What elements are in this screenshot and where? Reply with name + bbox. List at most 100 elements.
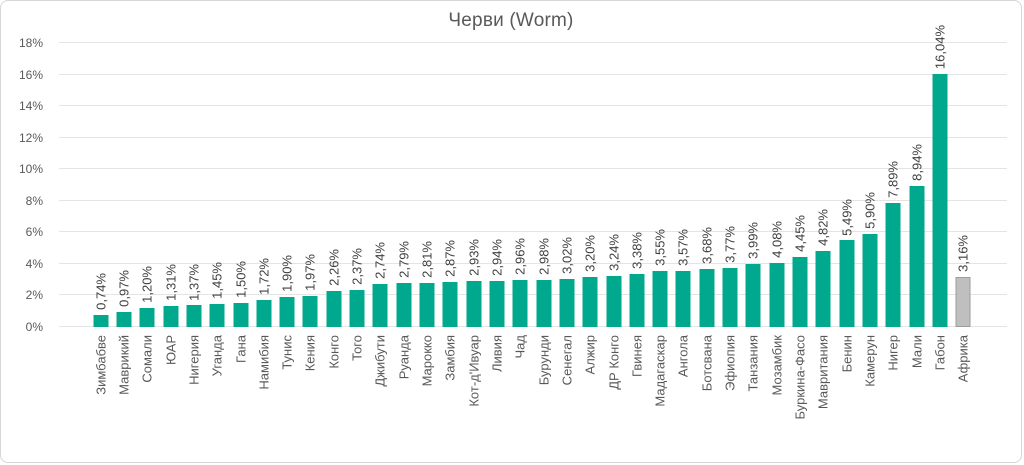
y-tick-label: 8% bbox=[25, 193, 43, 208]
bar bbox=[489, 280, 505, 327]
bar-value-label: 3,38% bbox=[629, 231, 645, 269]
bar bbox=[442, 281, 458, 327]
bar bbox=[815, 250, 831, 327]
bar-category-label: Руанда bbox=[396, 335, 412, 380]
gridline bbox=[59, 73, 1007, 75]
bar-category-label: Ангола bbox=[675, 335, 691, 378]
bar-value-label: 3,99% bbox=[745, 222, 761, 260]
bar-value-label: 3,77% bbox=[722, 225, 738, 263]
bar-category-label: Зимбабве bbox=[93, 335, 109, 395]
bar bbox=[396, 282, 412, 327]
bar bbox=[745, 264, 761, 327]
bar-category-label: Кот-д'Ивуар bbox=[466, 335, 482, 407]
bar-column: 3,02% Сенегал bbox=[555, 43, 578, 385]
bar-column: 2,98% Бурунди bbox=[532, 43, 555, 385]
bar-column: 1,90% Тунис bbox=[276, 43, 299, 370]
gridline bbox=[59, 262, 1007, 264]
bars: 0,74% Зимбабве 0,97% Маврикий 1,20% Сомали 1,3… bbox=[89, 25, 975, 420]
bar-value-label: 0,74% bbox=[93, 273, 109, 311]
bar-value-label: 3,68% bbox=[699, 227, 715, 264]
bar-value-label: 3,02% bbox=[559, 237, 575, 275]
bar-column: 2,96% Чад bbox=[509, 43, 532, 358]
bar-value-label: 2,74% bbox=[372, 241, 388, 279]
bar-column: 2,81% Марокко bbox=[415, 43, 438, 386]
bar-value-label: 2,81% bbox=[419, 240, 435, 278]
bar-category-label: Нигер bbox=[885, 335, 901, 371]
bar-category-label: Мадагаскар bbox=[652, 335, 668, 407]
bar-value-label: 2,96% bbox=[512, 238, 528, 276]
bar-category-label: Конго bbox=[326, 335, 342, 369]
bar-value-label: 2,93% bbox=[466, 238, 482, 276]
bar-value-label: 1,97% bbox=[302, 254, 318, 291]
bar-value-label: 3,57% bbox=[675, 228, 691, 266]
bar-column: 3,68% Ботсвана bbox=[695, 43, 718, 391]
bar-category-label: Нигерия bbox=[186, 335, 202, 385]
bar-category-label: Тунис bbox=[279, 335, 295, 370]
gridline bbox=[59, 294, 1007, 296]
plot-area: 0,74% Зимбабве 0,97% Маврикий 1,20% Сомали 1,3… bbox=[59, 25, 1007, 420]
bar-category-label: Габон bbox=[932, 335, 948, 371]
bar-column: 3,16% Африка bbox=[952, 43, 975, 382]
bar-column: 4,45% Буркина-Фасо bbox=[788, 43, 811, 420]
bar-category-label: Алжир bbox=[582, 335, 598, 375]
bar-category-label: Бурунди bbox=[536, 335, 552, 386]
bar-category-label: Сенегал bbox=[559, 335, 575, 386]
bar-category-label: Буркина-Фасо bbox=[792, 335, 808, 420]
bar-value-label: 5,90% bbox=[862, 192, 878, 229]
bar bbox=[792, 256, 808, 327]
bar-column: 16,04% Габон bbox=[928, 25, 951, 370]
bar-column: 7,89% Нигер bbox=[882, 43, 905, 371]
bar-category-label: Замбия bbox=[442, 335, 458, 381]
bar-value-label: 3,55% bbox=[652, 229, 668, 266]
bar bbox=[372, 283, 388, 327]
y-tick-label: 2% bbox=[25, 288, 43, 303]
bar bbox=[116, 311, 132, 327]
bar-column: 2,94% Ливия bbox=[485, 43, 508, 372]
bar-column: 0,74% Зимбабве bbox=[89, 43, 112, 395]
y-tick-label: 4% bbox=[25, 256, 43, 271]
bar bbox=[652, 271, 668, 327]
bar-column: 4,08% Мозамбик bbox=[765, 43, 788, 395]
y-tick-label: 18% bbox=[18, 36, 43, 50]
bar-category-label: Того bbox=[349, 335, 365, 361]
bar-column: 3,38% Гвинея bbox=[625, 43, 648, 377]
bar bbox=[349, 289, 365, 327]
bar bbox=[629, 273, 645, 327]
bar-value-label: 1,50% bbox=[233, 261, 249, 299]
bar-column: 5,90% Камерун bbox=[858, 43, 881, 387]
bar-category-label: Намибия bbox=[256, 335, 272, 390]
bar-category-label: Танзания bbox=[745, 335, 761, 392]
bar-category-label: Джибути bbox=[372, 335, 388, 387]
y-tick-label: 16% bbox=[18, 67, 43, 82]
bar-column: 3,24% ДР Конго bbox=[602, 43, 625, 390]
bar-column: 3,20% Алжир bbox=[579, 43, 602, 374]
bar bbox=[582, 276, 598, 327]
y-tick-label: 10% bbox=[18, 162, 43, 177]
bar-category-label: Марокко bbox=[419, 335, 435, 387]
bar bbox=[209, 304, 225, 327]
bar bbox=[163, 306, 179, 327]
bar-column: 1,37% Нигерия bbox=[182, 43, 205, 385]
bar bbox=[139, 308, 155, 327]
bar-value-label: 2,79% bbox=[396, 241, 412, 278]
bar bbox=[839, 240, 855, 327]
bar bbox=[909, 185, 925, 327]
bar-column: 2,37% Того bbox=[345, 43, 368, 361]
bar-highlight bbox=[955, 277, 971, 327]
bar-value-label: 1,45% bbox=[209, 262, 225, 300]
bar-value-label: 1,90% bbox=[279, 255, 295, 293]
bar bbox=[606, 275, 622, 327]
bar-column: 1,97% Кения bbox=[299, 43, 322, 371]
bar-value-label: 0,97% bbox=[116, 269, 132, 307]
bar-category-label: ЮАР bbox=[163, 335, 179, 366]
bar bbox=[722, 267, 738, 327]
bar-category-label: Ливия bbox=[489, 335, 505, 373]
bar-category-label: Сомали bbox=[139, 335, 155, 383]
bar-category-label: Мозамбик bbox=[769, 335, 785, 396]
bar bbox=[93, 315, 109, 327]
y-axis: 0% 2% 4% 6% 8% 10% 12% 14% 16% 18% bbox=[1, 37, 51, 333]
bar-column: 1,72% Намибия bbox=[252, 43, 275, 390]
y-tick-label: 12% bbox=[18, 130, 43, 145]
bar-column: 1,45% Уганда bbox=[206, 43, 229, 376]
